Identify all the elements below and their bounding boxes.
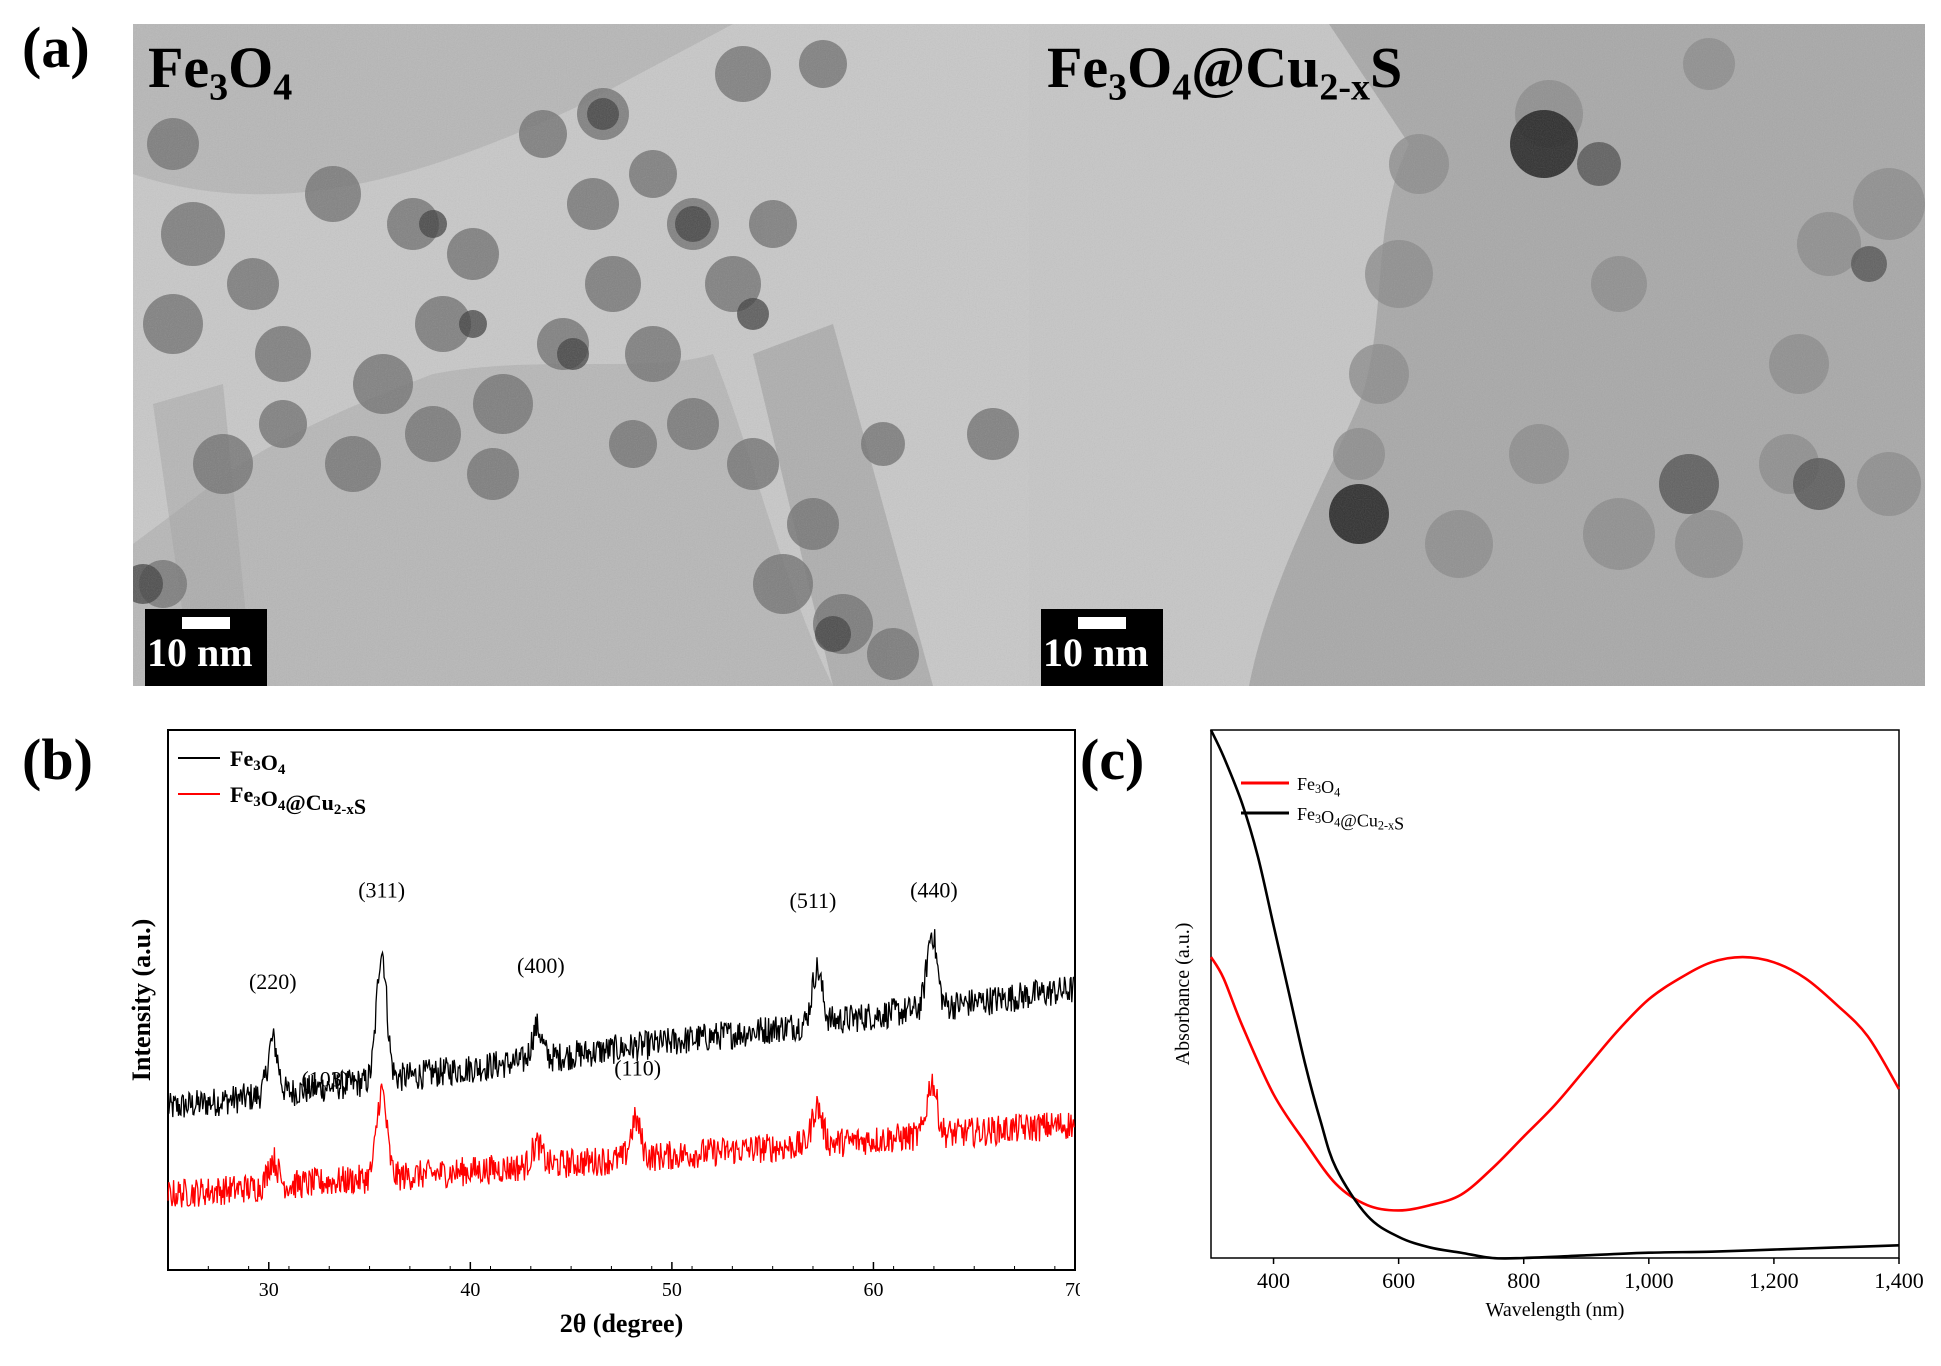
abs-y-axis-label: Absorbance (a.u.) [1172, 923, 1194, 1066]
panel-a-label: (a) [22, 15, 90, 80]
xrd-plot-frame [167, 729, 1076, 1271]
scale-label-left: 10 nm [147, 630, 253, 675]
xrd-series-line-2 [167, 1073, 1075, 1208]
abs-x-tick-label: 1,000 [1624, 1268, 1674, 1293]
abs-x-tick-label: 600 [1382, 1268, 1415, 1293]
xrd-y-axis-label: Intensity (a.u.) [127, 919, 156, 1082]
abs-x-tick-label: 1,400 [1874, 1268, 1924, 1293]
abs-x-tick-label: 800 [1507, 1268, 1540, 1293]
scale-label-right: 10 nm [1043, 630, 1149, 675]
xrd-peak-annotation: (110) [614, 1056, 661, 1081]
xrd-chart: 30 40 50 60 70 2θ (degree) Intensity (a.u.) (22… [127, 729, 1080, 1338]
xrd-legend-label: Fe3O4 [230, 746, 286, 778]
xrd-series-line-1 [167, 929, 1075, 1118]
tem-fe3o4-title: Fe3O4 [148, 35, 293, 109]
abs-series-line-2 [1209, 729, 1900, 1260]
xrd-peak-annotation: (311) [358, 877, 405, 902]
scale-bar-right [1078, 617, 1126, 629]
panel-b-label: (b) [22, 727, 93, 792]
tem-image-fe3o4-cu2xs: Fe3O4@Cu2-xS 10 nm [1029, 24, 1925, 686]
xrd-x-tick-label: 60 [863, 1279, 883, 1301]
xrd-peak-annotation: (511) [790, 888, 837, 913]
abs-x-axis-label: Wavelength (nm) [1486, 1299, 1625, 1321]
xrd-peak-annotation: (400) [517, 953, 565, 978]
xrd-x-tick-label: 40 [460, 1279, 480, 1301]
abs-legend-label: Fe3O4 [1297, 774, 1340, 799]
xrd-x-tick-label: 70 [1065, 1279, 1080, 1301]
abs-x-tick-label: 1,200 [1749, 1268, 1799, 1293]
xrd-legend-label: Fe3O4@Cu2-xS [230, 782, 366, 819]
tem-fe3o4-cu2xs-title: Fe3O4@Cu2-xS [1047, 35, 1403, 109]
xrd-x-tick-label: 30 [259, 1279, 279, 1301]
xrd-x-tick-label: 50 [662, 1279, 682, 1301]
tem-fe3o4-cu2xs-texture [1029, 24, 1925, 686]
scale-bar-box-right: 10 nm [1041, 609, 1163, 686]
scale-bar-left [182, 617, 230, 629]
xrd-peak-annotation: (103) [301, 1066, 349, 1091]
panel-c-label: (c) [1080, 727, 1145, 792]
tem-fe3o4-texture [133, 24, 1029, 686]
absorbance-chart: 400 600 800 1,000 1,200 1,400 Wavelength (nm) A… [1172, 729, 1924, 1321]
xrd-peak-annotation: (220) [249, 969, 297, 994]
xrd-x-axis-label: 2θ (degree) [560, 1309, 684, 1338]
xrd-peak-annotation: (440) [910, 877, 958, 902]
abs-x-tick-label: 400 [1257, 1268, 1290, 1293]
scale-bar-box-left: 10 nm [145, 609, 267, 686]
abs-legend-label: Fe3O4@Cu2-xS [1297, 804, 1404, 834]
abs-series-line-1 [1209, 955, 1901, 1212]
tem-image-fe3o4: Fe3O4 10 nm [133, 24, 1029, 686]
